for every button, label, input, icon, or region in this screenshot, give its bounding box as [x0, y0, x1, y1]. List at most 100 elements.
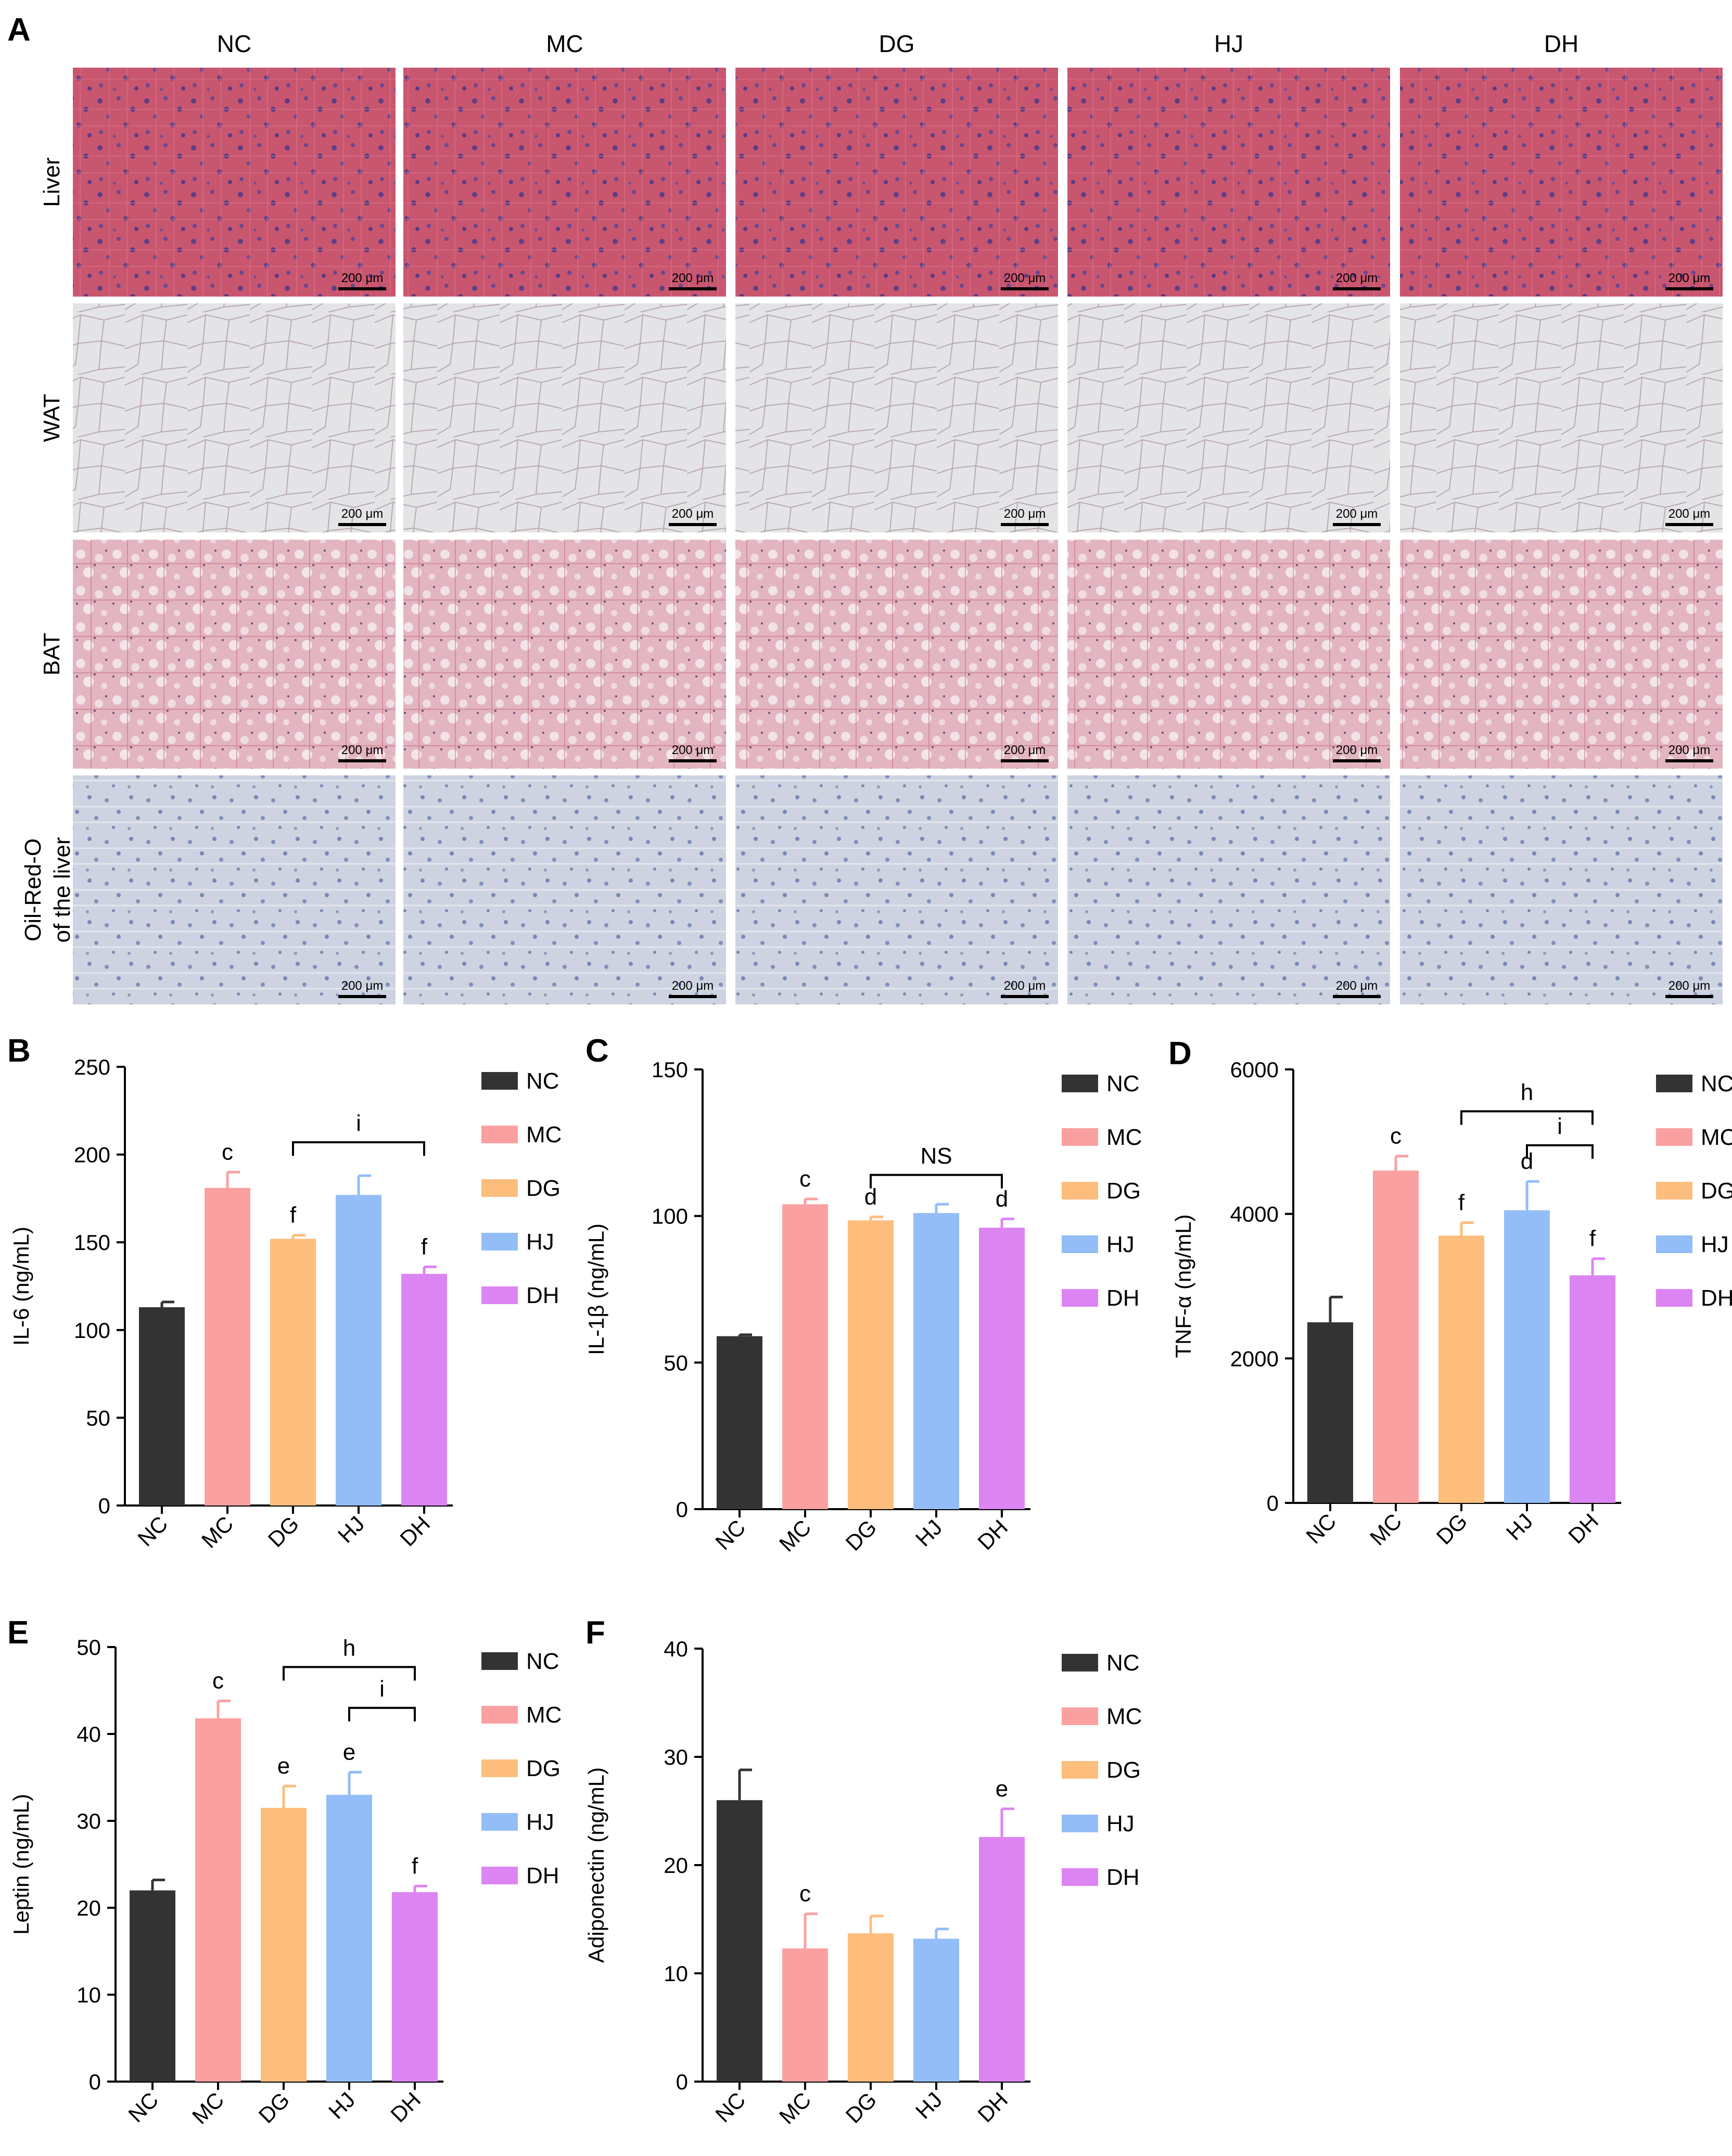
- panel-a-row-label-bat: BAT: [39, 633, 65, 675]
- y-tick-label: 150: [652, 1057, 688, 1082]
- y-tick-label: 50: [664, 1350, 688, 1375]
- scale-bar-label: 200 μm: [1004, 507, 1046, 521]
- legend-swatch-dh: [481, 1867, 518, 1884]
- bar-hj: [913, 1938, 959, 2082]
- x-tick-label: DG: [263, 1511, 304, 1552]
- significance-label: e: [343, 1739, 355, 1765]
- y-tick-label: 150: [74, 1230, 110, 1255]
- scale-bar: [338, 523, 386, 526]
- scale-bar: [1665, 523, 1713, 526]
- micrograph-wat-nc: 200 μm: [73, 303, 396, 532]
- micrograph-he-liver-nc: 200 μm: [73, 68, 396, 297]
- panel-a-row-label-wat: WAT: [39, 394, 65, 442]
- bar-mc: [782, 1204, 828, 1509]
- y-tick-label: 4000: [1230, 1202, 1279, 1227]
- y-tick-label: 40: [664, 1637, 688, 1661]
- bracket-label: i: [1557, 1114, 1562, 1139]
- x-tick-label: HJ: [333, 1511, 370, 1548]
- significance-label: f: [1589, 1226, 1596, 1252]
- bracket-label: h: [1521, 1080, 1533, 1105]
- bracket-label: h: [343, 1635, 355, 1661]
- legend-label: MC: [526, 1702, 562, 1728]
- bar-dh: [979, 1228, 1025, 1509]
- legend-label: DG: [1701, 1178, 1732, 1204]
- micrograph-he-liver-mc: 200 μm: [403, 68, 726, 297]
- legend-label: HJ: [1106, 1232, 1135, 1257]
- micrograph-wat-mc: 200 μm: [403, 303, 726, 532]
- scale-bar: [669, 523, 717, 526]
- bar-dh: [401, 1273, 447, 1506]
- y-axis-label: Leptin (ng/mL): [9, 1794, 33, 1935]
- scale-bar: [669, 995, 717, 998]
- panel-a-row-label-oil-red: Oil-Red-O of the liver: [20, 837, 75, 943]
- x-tick-label: HJ: [911, 2087, 947, 2124]
- x-tick-label: DG: [841, 2087, 882, 2128]
- scale-bar-label: 200 μm: [672, 271, 714, 285]
- micrograph-wat-hj: 200 μm: [1067, 303, 1390, 532]
- legend-swatch-mc: [1062, 1128, 1098, 1146]
- significance-label: c: [222, 1139, 233, 1165]
- significance-label: e: [277, 1753, 290, 1779]
- micrograph-he-liver-dg: 200 μm: [735, 68, 1058, 297]
- bar-dh: [979, 1836, 1025, 2082]
- row-label-line: BAT: [39, 633, 65, 675]
- panel-a-column-dg: DG: [879, 30, 915, 57]
- scale-bar-label: 200 μm: [1669, 507, 1711, 521]
- bar-dg: [1438, 1235, 1484, 1503]
- micrograph-bat-nc: 200 μm: [73, 540, 396, 769]
- x-tick-label: MC: [1365, 1509, 1406, 1550]
- legend-label: DH: [526, 1863, 559, 1889]
- legend-label: DH: [1701, 1285, 1732, 1311]
- y-tick-label: 10: [664, 1961, 688, 1986]
- legend-label: DH: [526, 1283, 559, 1308]
- y-tick-label: 0: [89, 2070, 101, 2094]
- bar-dg: [261, 1807, 307, 2082]
- panel-a-letter: A: [7, 12, 31, 48]
- bar-dg: [848, 1933, 894, 2082]
- legend-label: NC: [526, 1649, 559, 1674]
- legend-label: NC: [1106, 1071, 1140, 1096]
- scale-bar-label: 200 μm: [1004, 743, 1046, 757]
- significance-label: f: [421, 1234, 428, 1259]
- micrograph-bat-dg: 200 μm: [735, 540, 1058, 769]
- legend-swatch-dg: [1656, 1182, 1692, 1200]
- bar-hj: [1504, 1210, 1550, 1503]
- scale-bar: [1333, 759, 1381, 762]
- y-axis-label: IL-6 (ng/mL): [9, 1227, 33, 1346]
- x-tick-label: DG: [254, 2087, 295, 2128]
- bar-mc: [195, 1718, 241, 2082]
- scale-bar-label: 200 μm: [341, 507, 384, 521]
- scale-bar-label: 200 μm: [1669, 271, 1711, 285]
- micrograph-oil-red-dh: 200 μm: [1400, 775, 1723, 1004]
- scale-bar-label: 200 μm: [1004, 979, 1046, 993]
- legend-label: HJ: [1106, 1811, 1135, 1836]
- x-tick-label: MC: [774, 1515, 816, 1556]
- legend-label: DG: [526, 1756, 561, 1781]
- micrograph-wat-dh: 200 μm: [1400, 303, 1723, 532]
- scale-bar-label: 200 μm: [1336, 271, 1378, 285]
- y-tick-label: 2000: [1230, 1346, 1279, 1371]
- significance-label: c: [212, 1668, 224, 1694]
- x-tick-label: HJ: [911, 1515, 947, 1551]
- legend-label: DH: [1106, 1285, 1140, 1311]
- significance-label: d: [996, 1186, 1008, 1211]
- y-tick-label: 6000: [1230, 1057, 1279, 1082]
- legend-label: DH: [1106, 1865, 1140, 1890]
- x-tick-label: NC: [133, 1511, 172, 1551]
- x-tick-label: HJ: [1501, 1509, 1538, 1545]
- significance-label: f: [290, 1203, 297, 1228]
- legend-label: DG: [526, 1176, 561, 1201]
- x-tick-label: DH: [1563, 1509, 1603, 1548]
- significance-label: f: [1458, 1190, 1465, 1215]
- x-tick-label: MC: [774, 2087, 816, 2128]
- significance-bracket: [1526, 1144, 1594, 1159]
- legend-swatch-nc: [1062, 1654, 1098, 1672]
- scale-bar: [338, 287, 386, 290]
- bar-nc: [1307, 1322, 1353, 1503]
- scale-bar-label: 200 μm: [1669, 979, 1711, 993]
- x-tick-label: NC: [710, 2087, 750, 2127]
- legend-swatch-hj: [1062, 1815, 1098, 1832]
